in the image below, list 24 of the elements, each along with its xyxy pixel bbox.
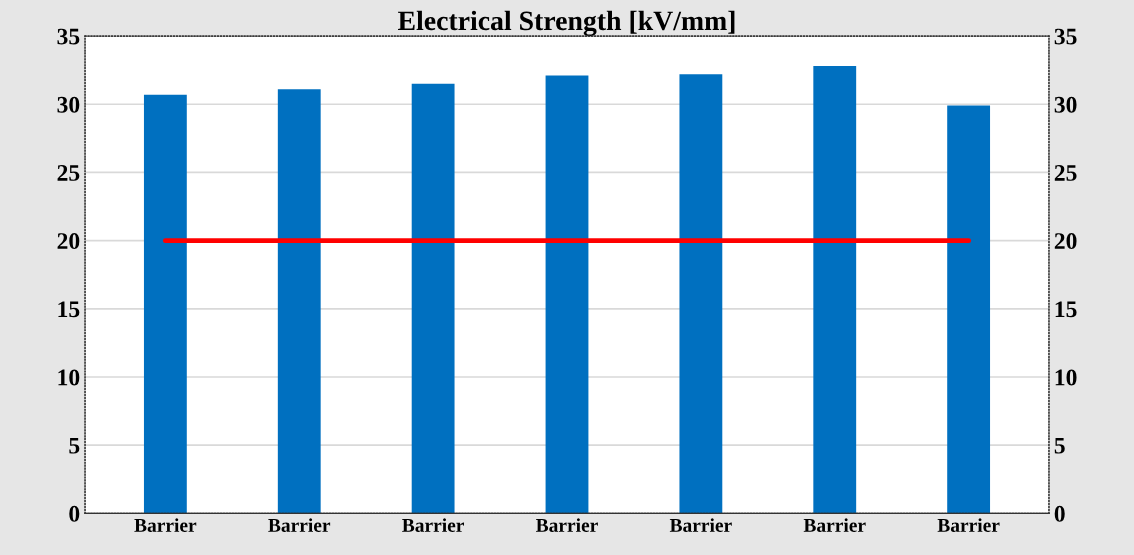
y-tick-label: 20 — [57, 233, 80, 250]
y2-tick-label: 30 — [1054, 96, 1077, 113]
x-tick-label: Barrier — [402, 518, 465, 532]
x-tick-label: Barrier — [536, 518, 598, 532]
y-tick-label: 30 — [57, 96, 80, 113]
y-tick-label: 0 — [69, 505, 80, 522]
y-tick-label: 35 — [57, 28, 80, 45]
y2-tick-label: 5 — [1054, 437, 1065, 454]
y-tick-label: 5 — [69, 437, 80, 454]
y2-tick-label: 20 — [1054, 233, 1077, 250]
y2-tick-label: 15 — [1055, 301, 1077, 318]
y-tick-label: 25 — [57, 165, 80, 181]
y2-tick-label: 0 — [1054, 505, 1065, 522]
x-tick-label: Barrier — [803, 518, 866, 532]
y2-tick-label: 25 — [1054, 165, 1077, 181]
x-tick-label: Barrier — [134, 518, 197, 532]
y-tick-label: 10 — [58, 369, 80, 386]
y2-tick-label: 10 — [1055, 369, 1077, 386]
x-tick-label: Barrier — [669, 518, 732, 532]
y2-tick-label: 35 — [1054, 28, 1077, 45]
x-tick-label: Barrier — [268, 518, 331, 532]
chart-title: Electrical Strength [kV/mm] — [398, 10, 735, 37]
x-tick-label: Barrier — [937, 518, 1000, 532]
y-tick-label: 15 — [58, 301, 80, 318]
